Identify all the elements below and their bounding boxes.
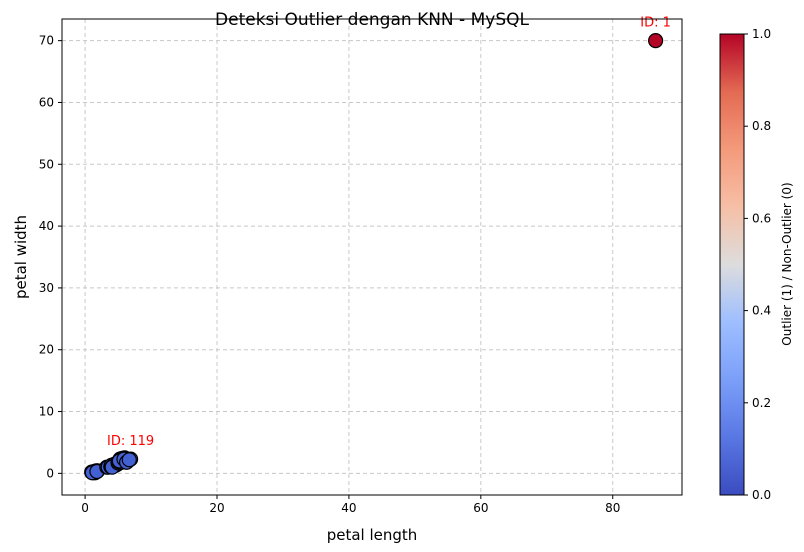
colorbar-tick-label: 0.8 <box>752 119 771 133</box>
x-tick-label: 0 <box>81 501 89 515</box>
colorbar-ticks: 0.0 0.2 0.4 0.6 0.8 1.0 <box>744 27 771 502</box>
colorbar-tick-label: 0.0 <box>752 488 771 502</box>
annotation-label: ID: 119 <box>107 434 154 449</box>
x-tick-label: 20 <box>209 501 224 515</box>
colorbar <box>719 33 745 496</box>
grid-lines <box>62 19 682 495</box>
y-tick-label: 50 <box>39 157 54 171</box>
annotations: ID: 1 ID: 119 <box>107 16 671 450</box>
y-tick-label: 30 <box>39 281 54 295</box>
x-tick-label: 40 <box>341 501 356 515</box>
data-points <box>84 33 664 481</box>
y-axis-label: petal width <box>12 215 30 299</box>
y-tick-label: 60 <box>39 95 54 109</box>
x-axis-ticks: 0 20 40 60 80 <box>81 495 620 515</box>
colorbar-tick-label: 0.2 <box>752 396 771 410</box>
annotation-label: ID: 1 <box>640 16 671 31</box>
colorbar-tick-label: 0.4 <box>752 304 771 318</box>
y-tick-label: 40 <box>39 219 54 233</box>
y-tick-label: 0 <box>46 466 54 480</box>
chart-title: Deteksi Outlier dengan KNN - MySQL <box>215 10 529 30</box>
y-tick-label: 10 <box>39 405 54 419</box>
plot-frame <box>61 18 683 496</box>
colorbar-label: Outlier (1) / Non-Outlier (0) <box>780 182 794 345</box>
outlier-point <box>648 33 664 49</box>
x-axis-label: petal length <box>327 526 418 544</box>
colorbar-tick-label: 1.0 <box>752 27 771 41</box>
colorbar-tick-label: 0.6 <box>752 211 771 225</box>
y-tick-label: 70 <box>39 34 54 48</box>
y-axis-ticks: 0 10 20 30 40 50 60 70 <box>39 34 62 480</box>
x-tick-label: 80 <box>605 501 620 515</box>
x-tick-label: 60 <box>473 501 488 515</box>
data-point <box>121 452 137 468</box>
y-tick-label: 20 <box>39 343 54 357</box>
